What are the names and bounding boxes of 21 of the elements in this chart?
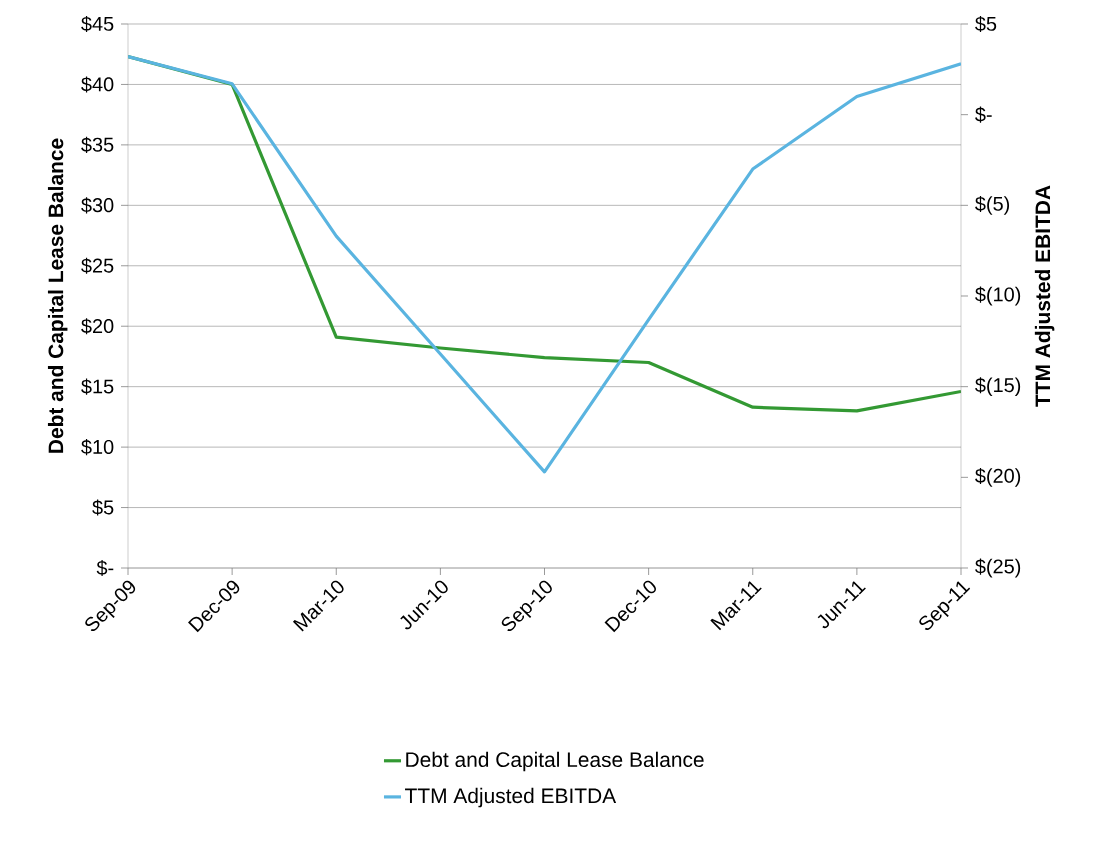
- y-tick-label: $25: [81, 257, 114, 274]
- y2-axis-title: TTM Adjusted EBITDA: [1034, 185, 1055, 407]
- legend-label: TTM Adjusted EBITDA: [405, 787, 617, 808]
- y2-tick-label: $(20): [975, 467, 1021, 487]
- y-tick-label: $30: [81, 197, 114, 214]
- legend-label: Debt and Capital Lease Balance: [406, 751, 704, 772]
- y-axis-title: Debt and Capital Lease Balance: [47, 138, 68, 453]
- y-tick-label: $20: [81, 318, 114, 335]
- y-tick-label: $15: [81, 378, 114, 395]
- y-tick-label: $-: [96, 559, 114, 577]
- y2-tick-label: $(10): [975, 286, 1021, 306]
- y2-tick-label: $-: [975, 106, 992, 123]
- y-tick-label: $10: [81, 439, 114, 456]
- y-tick-label: $45: [81, 15, 114, 33]
- y2-tick-label: $(15): [975, 377, 1021, 397]
- y2-tick-label: $(5): [975, 195, 1010, 215]
- y-tick-label: $5: [92, 499, 114, 516]
- y-tick-label: $35: [81, 136, 114, 153]
- y-tick-label: $40: [81, 76, 114, 93]
- y2-tick-label: $5: [975, 15, 997, 33]
- y2-tick-label: $(25): [975, 558, 1021, 578]
